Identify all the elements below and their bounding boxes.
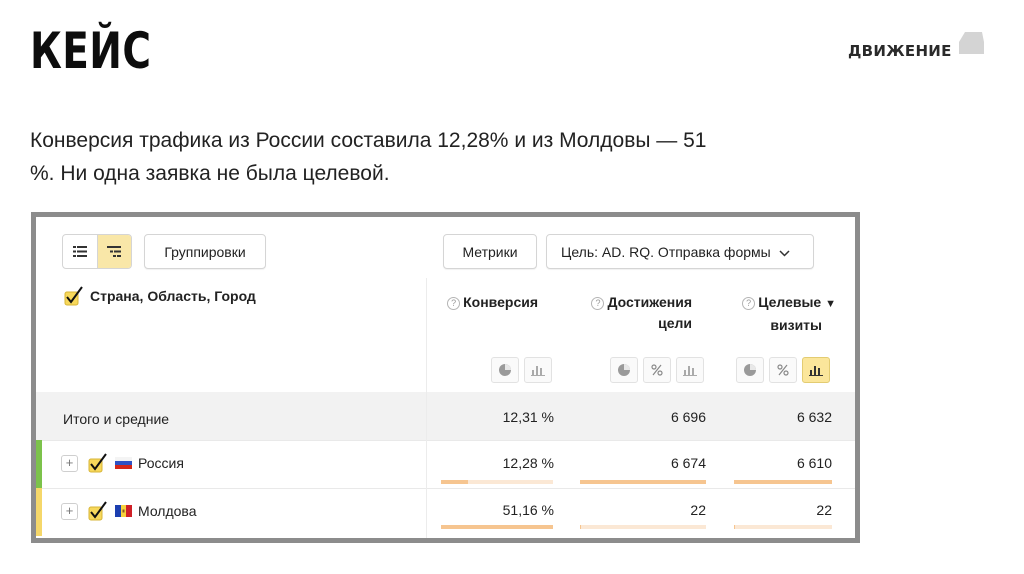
report-toolbar: Группировки Метрики Цель: AD. RQ. Отправ… (36, 217, 855, 278)
dimension-header: Страна, Область, Город (64, 286, 256, 306)
country-name[interactable]: Россия (138, 455, 184, 471)
target-visits-bar-track (734, 525, 832, 529)
percent-button[interactable] (769, 357, 797, 383)
expand-button[interactable]: + (61, 502, 78, 520)
totals-row: Итого и средние 12,31 % 6 696 6 632 (36, 392, 855, 440)
pie-chart-button[interactable] (736, 357, 764, 383)
pie-chart-icon (499, 364, 511, 376)
checkbox-checked-icon[interactable] (64, 286, 84, 306)
row-color-marker (36, 488, 42, 536)
expand-button[interactable]: + (61, 454, 78, 472)
target-visits-bar (734, 480, 832, 484)
totals-conversion: 12,31 % (502, 409, 554, 425)
view-mode-toggle[interactable] (62, 234, 132, 269)
totals-label: Итого и средние (63, 411, 170, 427)
country-name[interactable]: Молдова (138, 503, 197, 519)
list-icon (72, 246, 87, 257)
pie-chart-icon (618, 364, 630, 376)
help-icon[interactable]: ? (742, 297, 756, 310)
conversion-bar (441, 525, 553, 529)
bar-chart-icon (531, 366, 545, 376)
sort-desc-icon[interactable]: ▼ (825, 298, 836, 310)
russia-flag-icon (115, 457, 132, 469)
row-target-visits: 6 610 (796, 455, 832, 471)
percent-button[interactable] (643, 357, 671, 383)
achievements-bar-track (580, 525, 706, 529)
checkbox-checked-icon[interactable] (88, 501, 108, 521)
column-header-target-visits[interactable]: ? Целевые ▼ визиты (716, 292, 836, 336)
brand-logo: ДВИЖЕНИЕ (848, 30, 986, 61)
subtitle-line-2: %. Ни одна заявка не была целевой. (30, 162, 390, 185)
table-row[interactable]: + Молдова 51,16 % 22 22 (36, 488, 855, 536)
row-divider (36, 440, 855, 441)
conversion-bar-track (441, 480, 553, 484)
row-achievements: 22 (690, 502, 706, 518)
tree-list-icon (107, 246, 122, 257)
help-icon[interactable]: ? (591, 297, 605, 310)
house-icon (956, 30, 986, 61)
goal-select-label: Цель: AD. RQ. Отправка формы (561, 243, 771, 260)
moldova-flag-icon (115, 505, 132, 517)
conversion-bar (441, 480, 468, 484)
pie-chart-button[interactable] (610, 357, 638, 383)
dimension-header-label: Страна, Область, Город (90, 288, 256, 304)
bar-chart-button-active[interactable] (802, 357, 830, 383)
pie-chart-button[interactable] (491, 357, 519, 383)
subtitle-line-1: Конверсия трафика из России составила 12… (30, 129, 707, 152)
goal-select[interactable]: Цель: AD. RQ. Отправка формы (546, 234, 814, 269)
list-view-button[interactable] (63, 235, 97, 268)
bar-chart-button[interactable] (676, 357, 704, 383)
slide-title: КЕЙС (30, 22, 152, 80)
bar-chart-button[interactable] (524, 357, 552, 383)
tree-view-button[interactable] (96, 235, 131, 268)
row-divider (36, 488, 855, 489)
table-header: Страна, Область, Город ? Конверсия ? Дости… (36, 278, 855, 392)
percent-icon (777, 364, 789, 376)
column-header-achievements[interactable]: ? Достижения цели (566, 292, 692, 334)
column-header-conversion[interactable]: ? Конверсия (436, 292, 538, 313)
slide-subtitle: Конверсия трафика из России составила 12… (30, 124, 860, 190)
groupings-button[interactable]: Группировки (144, 234, 266, 269)
target-visits-bar-track (734, 480, 832, 484)
metrics-button[interactable]: Метрики (443, 234, 537, 269)
row-conversion: 51,16 % (502, 502, 554, 518)
conversion-bar-track (441, 525, 553, 529)
percent-icon (651, 364, 663, 376)
row-target-visits: 22 (816, 502, 832, 518)
report-screenshot: Группировки Метрики Цель: AD. RQ. Отправ… (31, 212, 860, 543)
totals-target-visits: 6 632 (796, 409, 832, 425)
row-dimension: + Молдова (61, 501, 197, 521)
totals-achievements: 6 696 (670, 409, 706, 425)
row-color-marker (36, 440, 42, 488)
bar-chart-icon (683, 366, 697, 376)
logo-text: ДВИЖЕНИЕ (848, 42, 952, 60)
row-conversion: 12,28 % (502, 455, 554, 471)
row-dimension: + Россия (61, 453, 184, 473)
achievements-bar (580, 480, 706, 484)
help-icon[interactable]: ? (447, 297, 461, 310)
checkbox-checked-icon[interactable] (88, 453, 108, 473)
chevron-down-icon (779, 244, 790, 260)
bar-chart-icon (809, 366, 823, 376)
pie-chart-icon (744, 364, 756, 376)
column-divider (426, 278, 427, 538)
achievements-bar-track (580, 480, 706, 484)
row-achievements: 6 674 (670, 455, 706, 471)
table-row[interactable]: + Россия 12,28 % 6 674 6 610 (36, 440, 855, 488)
